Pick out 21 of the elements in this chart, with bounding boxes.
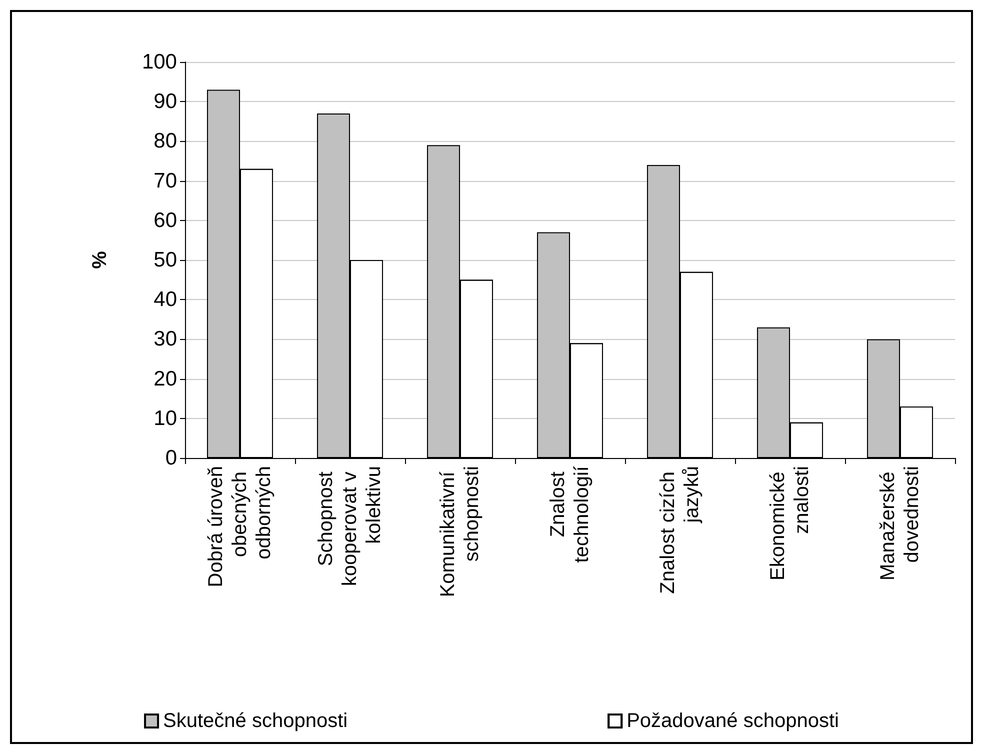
x-tick-label: Komunikativní schopnosti	[437, 466, 483, 598]
y-tick-label: 20	[154, 367, 177, 390]
x-tick-label: Znalost cizích jazyků	[657, 466, 703, 594]
legend-label: Požadované schopnosti	[626, 710, 839, 732]
y-axis-title: %	[89, 250, 111, 269]
y-tick-label: 70	[154, 169, 177, 192]
x-tick-label: Dobrá úroveň obecných odborných	[205, 466, 275, 588]
y-tick-label: 30	[154, 328, 177, 351]
x-tick-label: Znalost technologií	[547, 466, 593, 563]
x-tick-label: Ekonomické znalosti	[767, 466, 813, 580]
y-tick-label: 50	[154, 248, 177, 272]
y-tick-label: 100	[142, 50, 177, 74]
y-tick-label: 10	[154, 406, 177, 430]
y-tick-label: 0	[165, 446, 177, 470]
legend-label: Skutečné schopnosti	[163, 710, 348, 732]
y-tick-label: 40	[154, 288, 177, 312]
x-tick-label: Schopnost kooperovat v kolektivu	[315, 466, 385, 586]
x-tick-label: Manažerské dovednosti	[877, 466, 923, 580]
y-tick-label: 60	[154, 208, 177, 232]
y-tick-label: 80	[154, 130, 177, 153]
y-tick-label: 90	[154, 90, 177, 114]
